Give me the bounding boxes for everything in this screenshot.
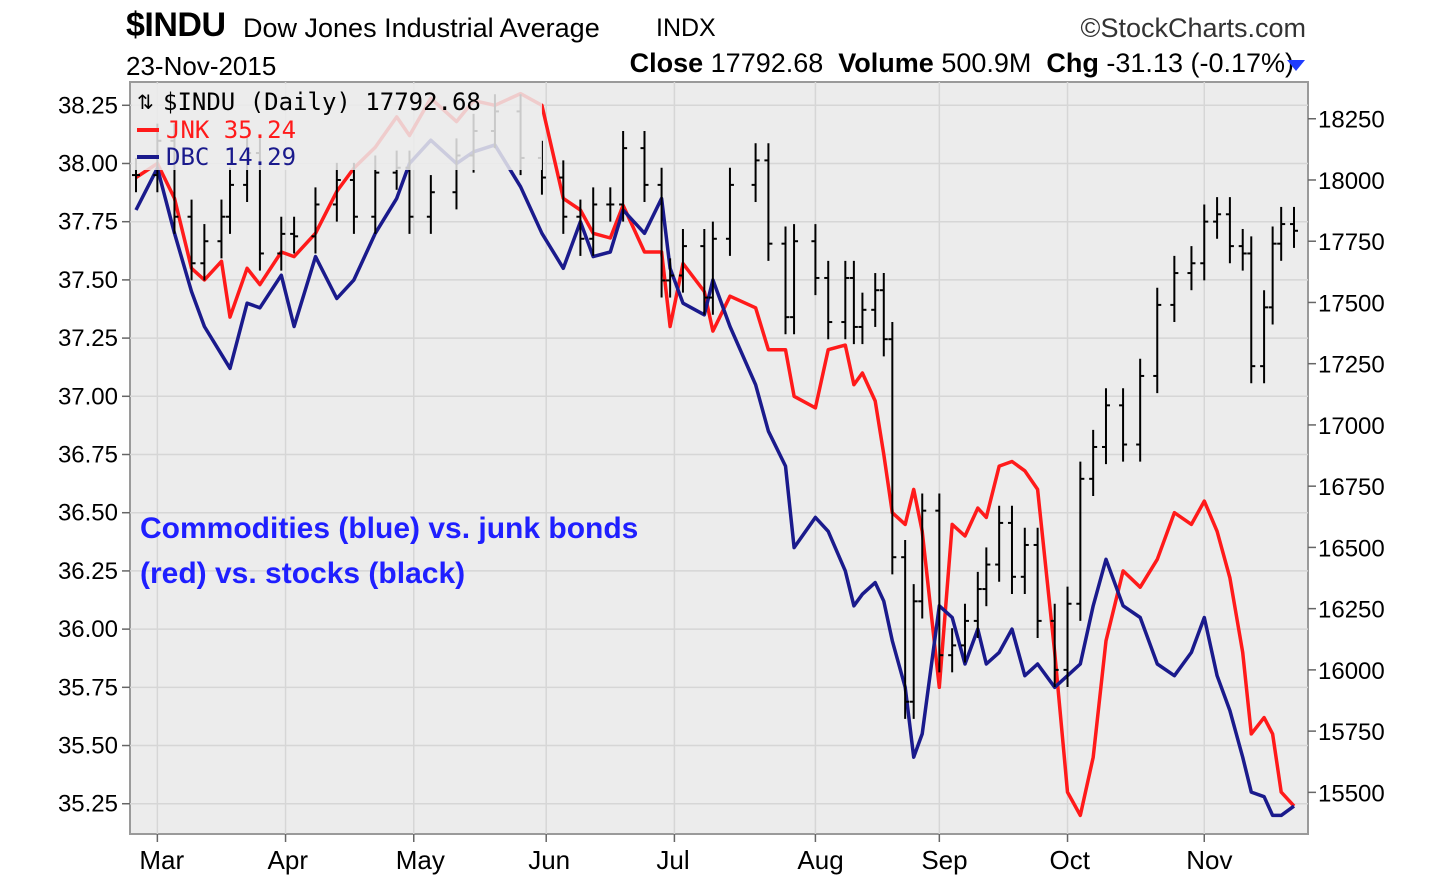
right-tick-label: 18000 bbox=[1318, 168, 1385, 195]
annotation-line-1: Commodities (blue) vs. junk bonds bbox=[140, 512, 638, 545]
chart-date: 23-Nov-2015 bbox=[126, 51, 277, 81]
left-tick-label: 35.50 bbox=[58, 733, 118, 760]
index-name: Dow Jones Industrial Average bbox=[243, 13, 600, 43]
annotation-line-2: (red) vs. stocks (black) bbox=[140, 557, 465, 590]
axis-ticks: 38.25 38.00 37.75 37.50 37.25 37.00 36.75 36.50… bbox=[58, 92, 1385, 875]
chg-value: -31.13 (-0.17%) bbox=[1106, 48, 1294, 78]
stats-line: Close 17792.68 Volume 500.9M Chg -31.13 … bbox=[630, 48, 1294, 79]
left-tick-label: 37.75 bbox=[58, 209, 118, 236]
left-tick-label: 36.25 bbox=[58, 558, 118, 585]
left-tick-label: 36.75 bbox=[58, 442, 118, 469]
right-tick-label: 16500 bbox=[1318, 535, 1385, 562]
left-tick-label: 37.00 bbox=[58, 383, 118, 410]
x-tick-label: Sep bbox=[921, 845, 967, 875]
x-tick-label: Jul bbox=[656, 845, 689, 875]
exchange-label: INDX bbox=[656, 14, 716, 42]
legend-dbc: DBC 14.29 bbox=[166, 143, 296, 171]
right-tick-label: 16250 bbox=[1318, 597, 1385, 624]
x-tick-label: May bbox=[396, 845, 445, 875]
right-tick-label: 17500 bbox=[1318, 290, 1385, 317]
plot-area bbox=[129, 81, 1309, 835]
volume-value: 500.9M bbox=[941, 48, 1032, 78]
x-tick-label: Aug bbox=[797, 845, 843, 875]
right-tick-label: 15750 bbox=[1318, 719, 1385, 746]
right-tick-label: 17750 bbox=[1318, 229, 1385, 256]
right-tick-label: 17000 bbox=[1318, 413, 1385, 440]
updown-arrows-icon: ⇅ bbox=[137, 92, 154, 114]
right-tick-label: 17250 bbox=[1318, 352, 1385, 379]
left-tick-label: 36.50 bbox=[58, 500, 118, 527]
x-tick-label: Oct bbox=[1050, 845, 1091, 875]
right-tick-label: 16750 bbox=[1318, 474, 1385, 501]
left-tick-label: 36.00 bbox=[58, 616, 118, 643]
x-tick-label: Mar bbox=[139, 845, 184, 875]
left-tick-label: 38.00 bbox=[58, 150, 118, 177]
legend-main: $INDU (Daily) 17792.68 bbox=[163, 88, 481, 116]
left-tick-label: 35.75 bbox=[58, 674, 118, 701]
down-arrow-icon bbox=[1287, 60, 1305, 71]
left-tick-label: 38.25 bbox=[58, 92, 118, 119]
legend-jnk: JNK 35.24 bbox=[166, 116, 296, 144]
right-tick-label: 16000 bbox=[1318, 658, 1385, 685]
left-tick-label: 37.25 bbox=[58, 325, 118, 352]
left-tick-label: 37.50 bbox=[58, 267, 118, 294]
legend: ⇅ $INDU (Daily) 17792.68 JNK 35.24 DBC 1… bbox=[137, 88, 481, 171]
series-layer bbox=[132, 91, 1298, 818]
right-tick-label: 15500 bbox=[1318, 780, 1385, 807]
close-value: 17792.68 bbox=[710, 48, 824, 78]
x-tick-label: Apr bbox=[268, 845, 309, 875]
series-jnk-line bbox=[135, 91, 1296, 818]
brand-logo: ©StockCharts.com bbox=[1080, 13, 1306, 43]
legend-box bbox=[132, 84, 542, 170]
chg-label: Chg bbox=[1046, 48, 1099, 78]
right-tick-label: 18250 bbox=[1318, 107, 1385, 134]
x-tick-label: Nov bbox=[1186, 845, 1232, 875]
symbol-title: $INDU bbox=[126, 6, 226, 44]
x-tick-label: Jun bbox=[528, 845, 570, 875]
close-label: Close bbox=[629, 48, 704, 78]
series-dbc-line bbox=[134, 138, 1296, 818]
volume-label: Volume bbox=[838, 48, 934, 78]
left-tick-label: 35.25 bbox=[58, 791, 118, 818]
